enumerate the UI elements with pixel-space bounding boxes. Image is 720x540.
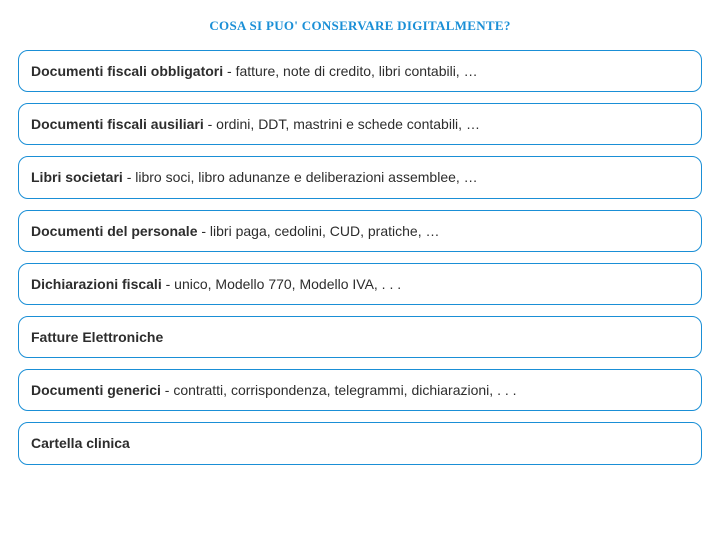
item-label: Documenti fiscali ausiliari	[31, 116, 204, 132]
list-item: Libri societari - libro soci, libro adun…	[18, 156, 702, 198]
item-label: Fatture Elettroniche	[31, 329, 163, 345]
item-label: Documenti fiscali obbligatori	[31, 63, 223, 79]
item-label: Dichiarazioni fiscali	[31, 276, 162, 292]
item-desc: - fatture, note di credito, libri contab…	[223, 63, 477, 79]
list-item: Documenti fiscali obbligatori - fatture,…	[18, 50, 702, 92]
list-item: Dichiarazioni fiscali - unico, Modello 7…	[18, 263, 702, 305]
item-label: Cartella clinica	[31, 435, 130, 451]
item-label: Libri societari	[31, 169, 123, 185]
list-item: Fatture Elettroniche	[18, 316, 702, 358]
item-label: Documenti del personale	[31, 223, 197, 239]
item-desc: - contratti, corrispondenza, telegrammi,…	[161, 382, 517, 398]
list-item: Documenti generici - contratti, corrispo…	[18, 369, 702, 411]
list-item: Documenti fiscali ausiliari - ordini, DD…	[18, 103, 702, 145]
item-desc: - libri paga, cedolini, CUD, pratiche, …	[197, 223, 439, 239]
list-item: Documenti del personale - libri paga, ce…	[18, 210, 702, 252]
item-list: Documenti fiscali obbligatori - fatture,…	[18, 50, 702, 465]
item-desc: - ordini, DDT, mastrini e schede contabi…	[204, 116, 480, 132]
item-desc: - unico, Modello 770, Modello IVA, . . .	[162, 276, 401, 292]
item-label: Documenti generici	[31, 382, 161, 398]
page-title: COSA SI PUO' CONSERVARE DIGITALMENTE?	[18, 18, 702, 34]
item-desc: - libro soci, libro adunanze e deliberaz…	[123, 169, 478, 185]
list-item: Cartella clinica	[18, 422, 702, 464]
